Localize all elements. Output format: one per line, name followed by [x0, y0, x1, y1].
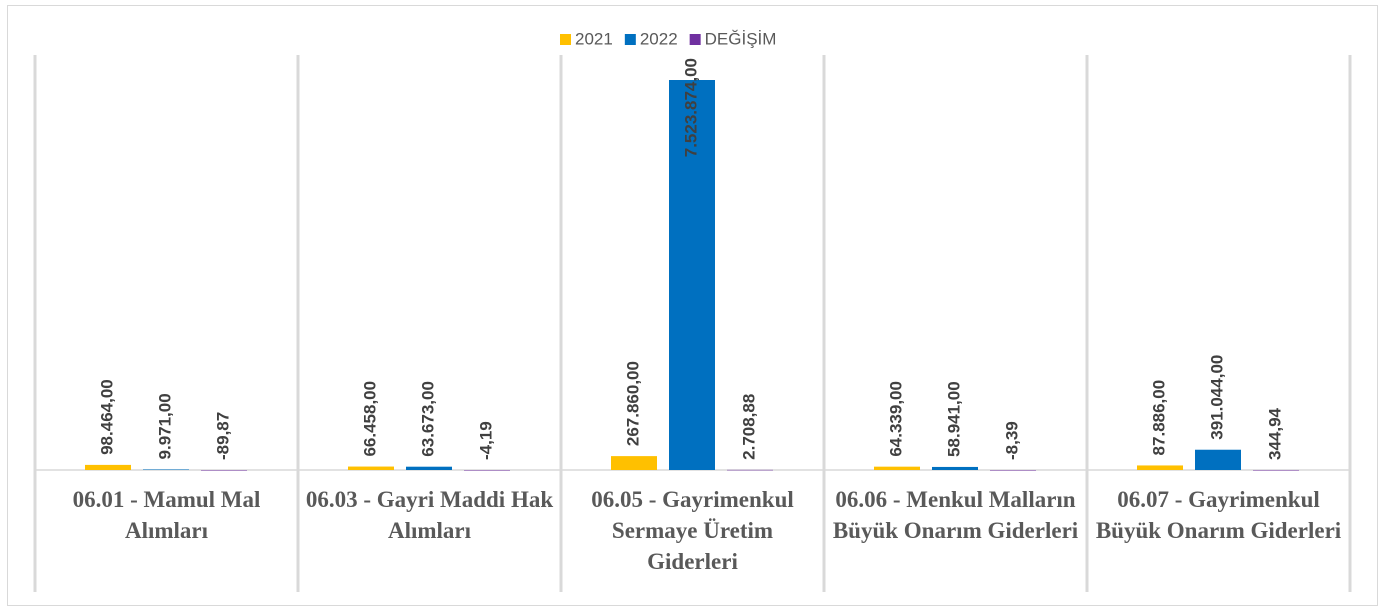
legend-label: 2021	[575, 29, 613, 48]
data-label: 98.464,00	[97, 379, 116, 455]
bar	[406, 466, 452, 470]
data-label: 63.673,00	[418, 381, 437, 457]
data-label: -4,19	[476, 421, 495, 460]
bar	[990, 470, 1036, 471]
bar	[611, 456, 657, 470]
data-label: 64.339,00	[886, 381, 905, 457]
bar	[1137, 465, 1183, 470]
bar	[669, 80, 715, 470]
legend-label: 2022	[640, 29, 678, 48]
bar	[348, 466, 394, 470]
bar	[201, 470, 247, 471]
bar	[727, 469, 773, 471]
data-label: 391.044,00	[1207, 355, 1226, 440]
bar	[143, 469, 189, 470]
x-tick-label: 06.01 - Mamul Mal Alımları	[72, 487, 261, 543]
legend-label: DEĞİŞİM	[705, 29, 777, 48]
bar	[85, 464, 131, 470]
bar	[1253, 469, 1299, 471]
bar	[464, 470, 510, 471]
data-label: 7.523.874,00	[681, 58, 700, 157]
bar	[874, 466, 920, 470]
data-label: 267.860,00	[623, 361, 642, 446]
bar	[1195, 449, 1241, 470]
x-tick-label: 06.05 - Gayrimenkul Sermaye Üretim Gider…	[591, 487, 794, 574]
data-label: 66.458,00	[360, 381, 379, 457]
legend-swatch	[689, 34, 701, 45]
legend-swatch	[624, 34, 636, 45]
data-label: 344,94	[1265, 407, 1284, 460]
x-tick-label: 06.03 - Gayri Maddi Hak Alımları	[305, 487, 554, 543]
data-label: 58.941,00	[944, 381, 963, 457]
data-label: 9.971,00	[155, 393, 174, 459]
legend-swatch	[560, 34, 571, 45]
data-label: -8,39	[1002, 421, 1021, 460]
data-label: -89,87	[213, 412, 232, 460]
x-tick-label: 06.06 - Menkul Malların Büyük Onarım Gid…	[832, 487, 1079, 543]
data-label: 2.708,88	[739, 394, 758, 460]
data-label: 87.886,00	[1149, 380, 1168, 456]
chart-border	[7, 5, 1378, 606]
x-tick-label: 06.07 - Gayrimenkul Büyük Onarım Giderle…	[1095, 487, 1342, 543]
bar	[932, 466, 978, 470]
